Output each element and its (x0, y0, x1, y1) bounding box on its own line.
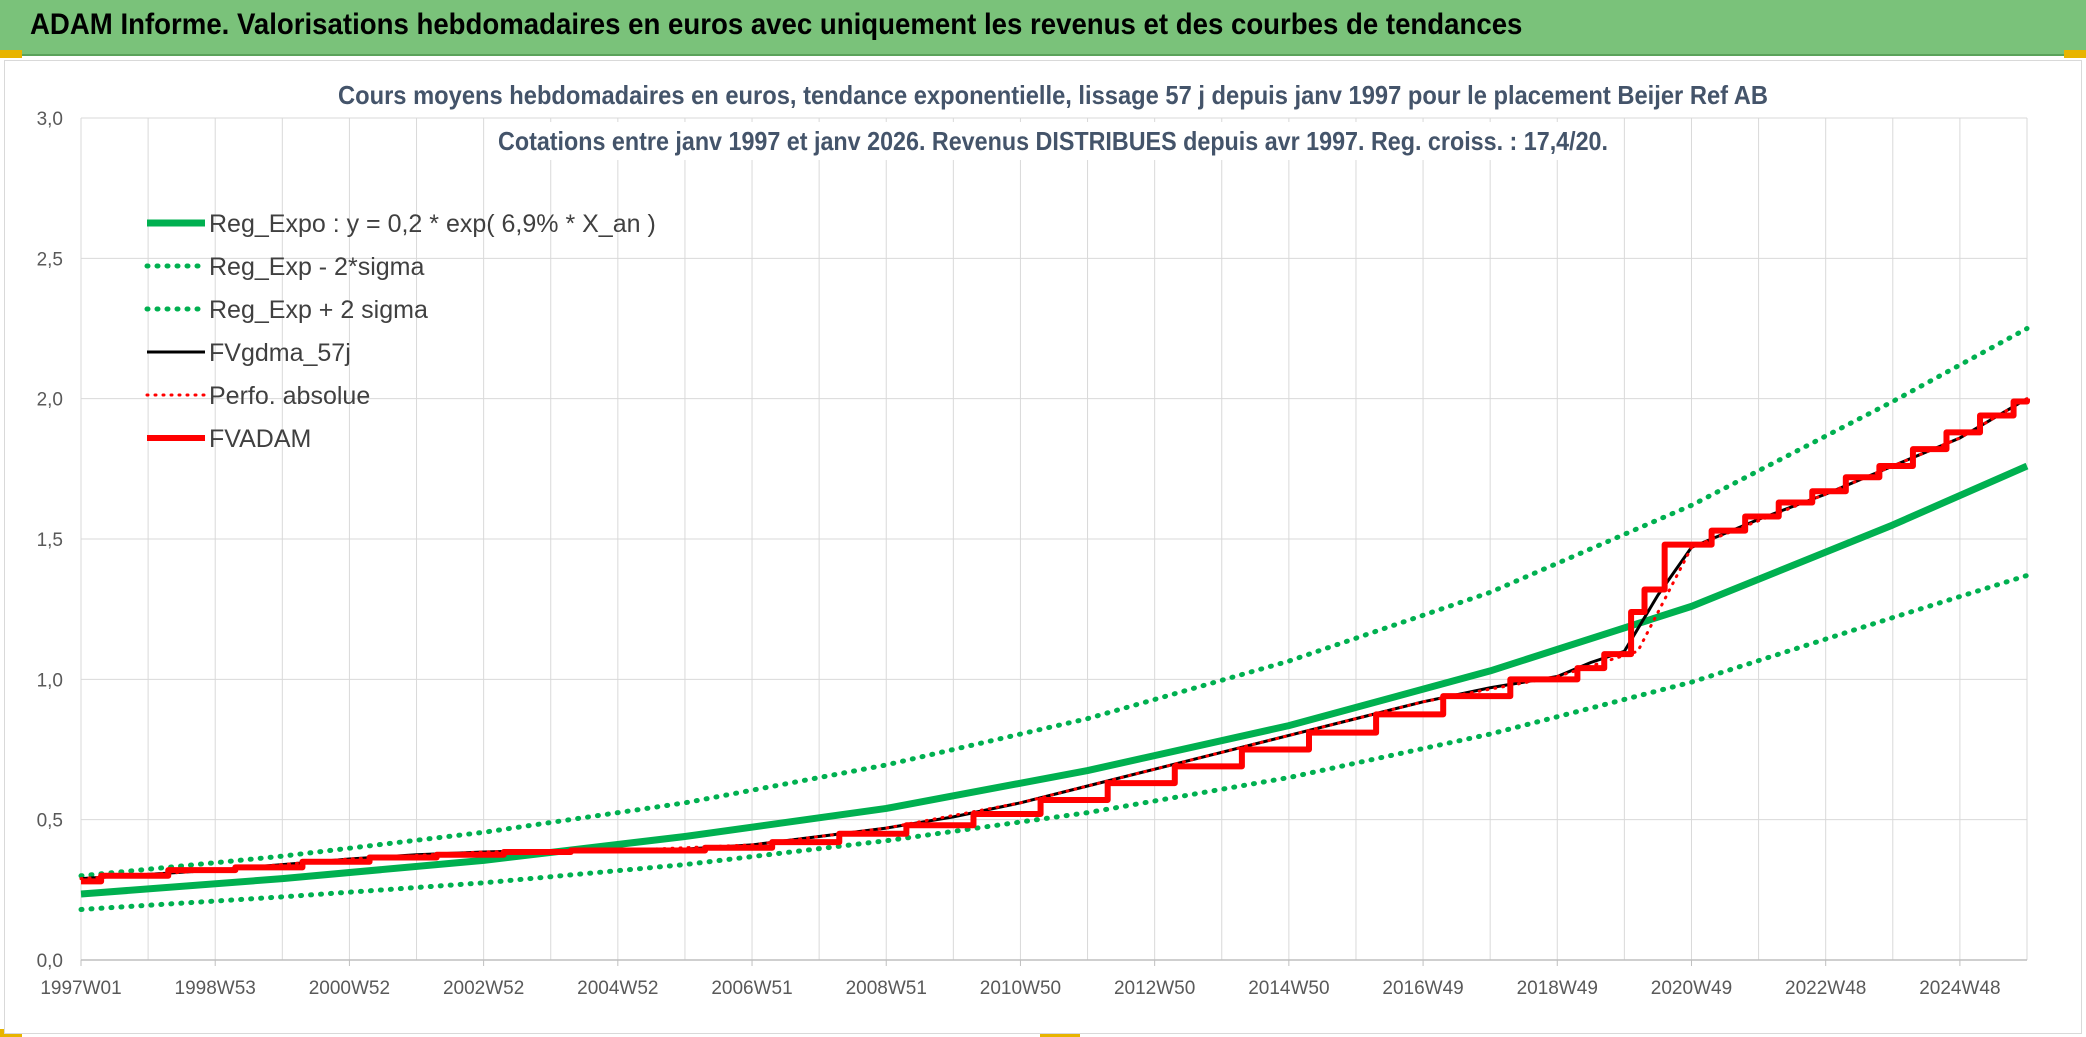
x-tick-label: 2024W48 (1919, 978, 2000, 999)
series-line-2 (78, 326, 2030, 879)
x-tick-label: 2010W50 (980, 978, 1061, 999)
x-tick-label: 2006W51 (711, 978, 792, 999)
series-line-5 (81, 398, 2030, 885)
grid (80, 117, 2028, 961)
legend-label-4: Perfo. absolue (209, 382, 370, 410)
x-tick-label: 2008W51 (846, 978, 927, 999)
series-line-1 (78, 572, 2030, 912)
legend: Reg_Expo : y = 0,2 * exp( 6,9% * X_an ) R… (144, 210, 656, 453)
y-tick-label: 3,0 (37, 109, 63, 130)
corner-accent-left (0, 50, 22, 58)
series-line-3 (80, 397, 2028, 881)
x-tick-label: 2018W49 (1517, 978, 1598, 999)
chart-title-background (330, 76, 1776, 114)
legend-label-2: Reg_Exp + 2 sigma (209, 296, 428, 324)
chart-title: Cours moyens hebdomadaires en euros, ten… (330, 76, 1776, 160)
chart-title-background (490, 122, 1616, 160)
report-title: ADAM Informe. Valorisations hebdomadaire… (30, 8, 1523, 41)
y-tick-label: 0,0 (37, 951, 63, 972)
chart-title-line: Cours moyens hebdomadaires en euros, ten… (338, 80, 1768, 110)
legend-label-1: Reg_Exp - 2*sigma (209, 253, 424, 281)
y-tick-label: 2,5 (37, 249, 63, 270)
x-tick-label: 2016W49 (1382, 978, 1463, 999)
y-tick-label: 2,0 (37, 390, 63, 411)
chart-panel: 0,0 0,5 1,0 1,5 2,0 2,5 3,0 1997W01 1998W53 2000W… (4, 60, 2082, 1034)
corner-accent-right (2064, 50, 2086, 58)
series-line-4 (79, 397, 2029, 881)
series-line-0 (80, 462, 2029, 898)
report-header: ADAM Informe. Valorisations hebdomadaire… (0, 0, 2086, 56)
x-tick-label: 2020W49 (1651, 978, 1732, 999)
x-tick-label: 2022W48 (1785, 978, 1866, 999)
series-lines (78, 326, 2030, 912)
axes: 0,0 0,5 1,0 1,5 2,0 2,5 3,0 1997W01 1998W53 2000W… (37, 109, 2027, 999)
x-tick-label: 2014W50 (1248, 978, 1329, 999)
legend-label-0: Reg_Expo : y = 0,2 * exp( 6,9% * X_an ) (209, 210, 656, 238)
x-tick-label: 2002W52 (443, 978, 524, 999)
x-tick-label: 2000W52 (309, 978, 390, 999)
x-tick-label: 2012W50 (1114, 978, 1195, 999)
legend-label-5: FVADAM (209, 425, 311, 453)
chart: 0,0 0,5 1,0 1,5 2,0 2,5 3,0 1997W01 1998W53 2000W… (37, 76, 2030, 999)
chart-title-line: Cotations entre janv 1997 et janv 2026. … (498, 126, 1608, 156)
legend-label-3: FVgdma_57j (209, 339, 351, 367)
y-tick-label: 0,5 (37, 811, 63, 832)
x-tick-label: 1998W53 (175, 978, 256, 999)
y-tick-label: 1,5 (37, 530, 63, 551)
x-tick-label: 2004W52 (577, 978, 658, 999)
y-tick-label: 1,0 (37, 670, 63, 691)
x-tick-label: 1997W01 (40, 978, 121, 999)
